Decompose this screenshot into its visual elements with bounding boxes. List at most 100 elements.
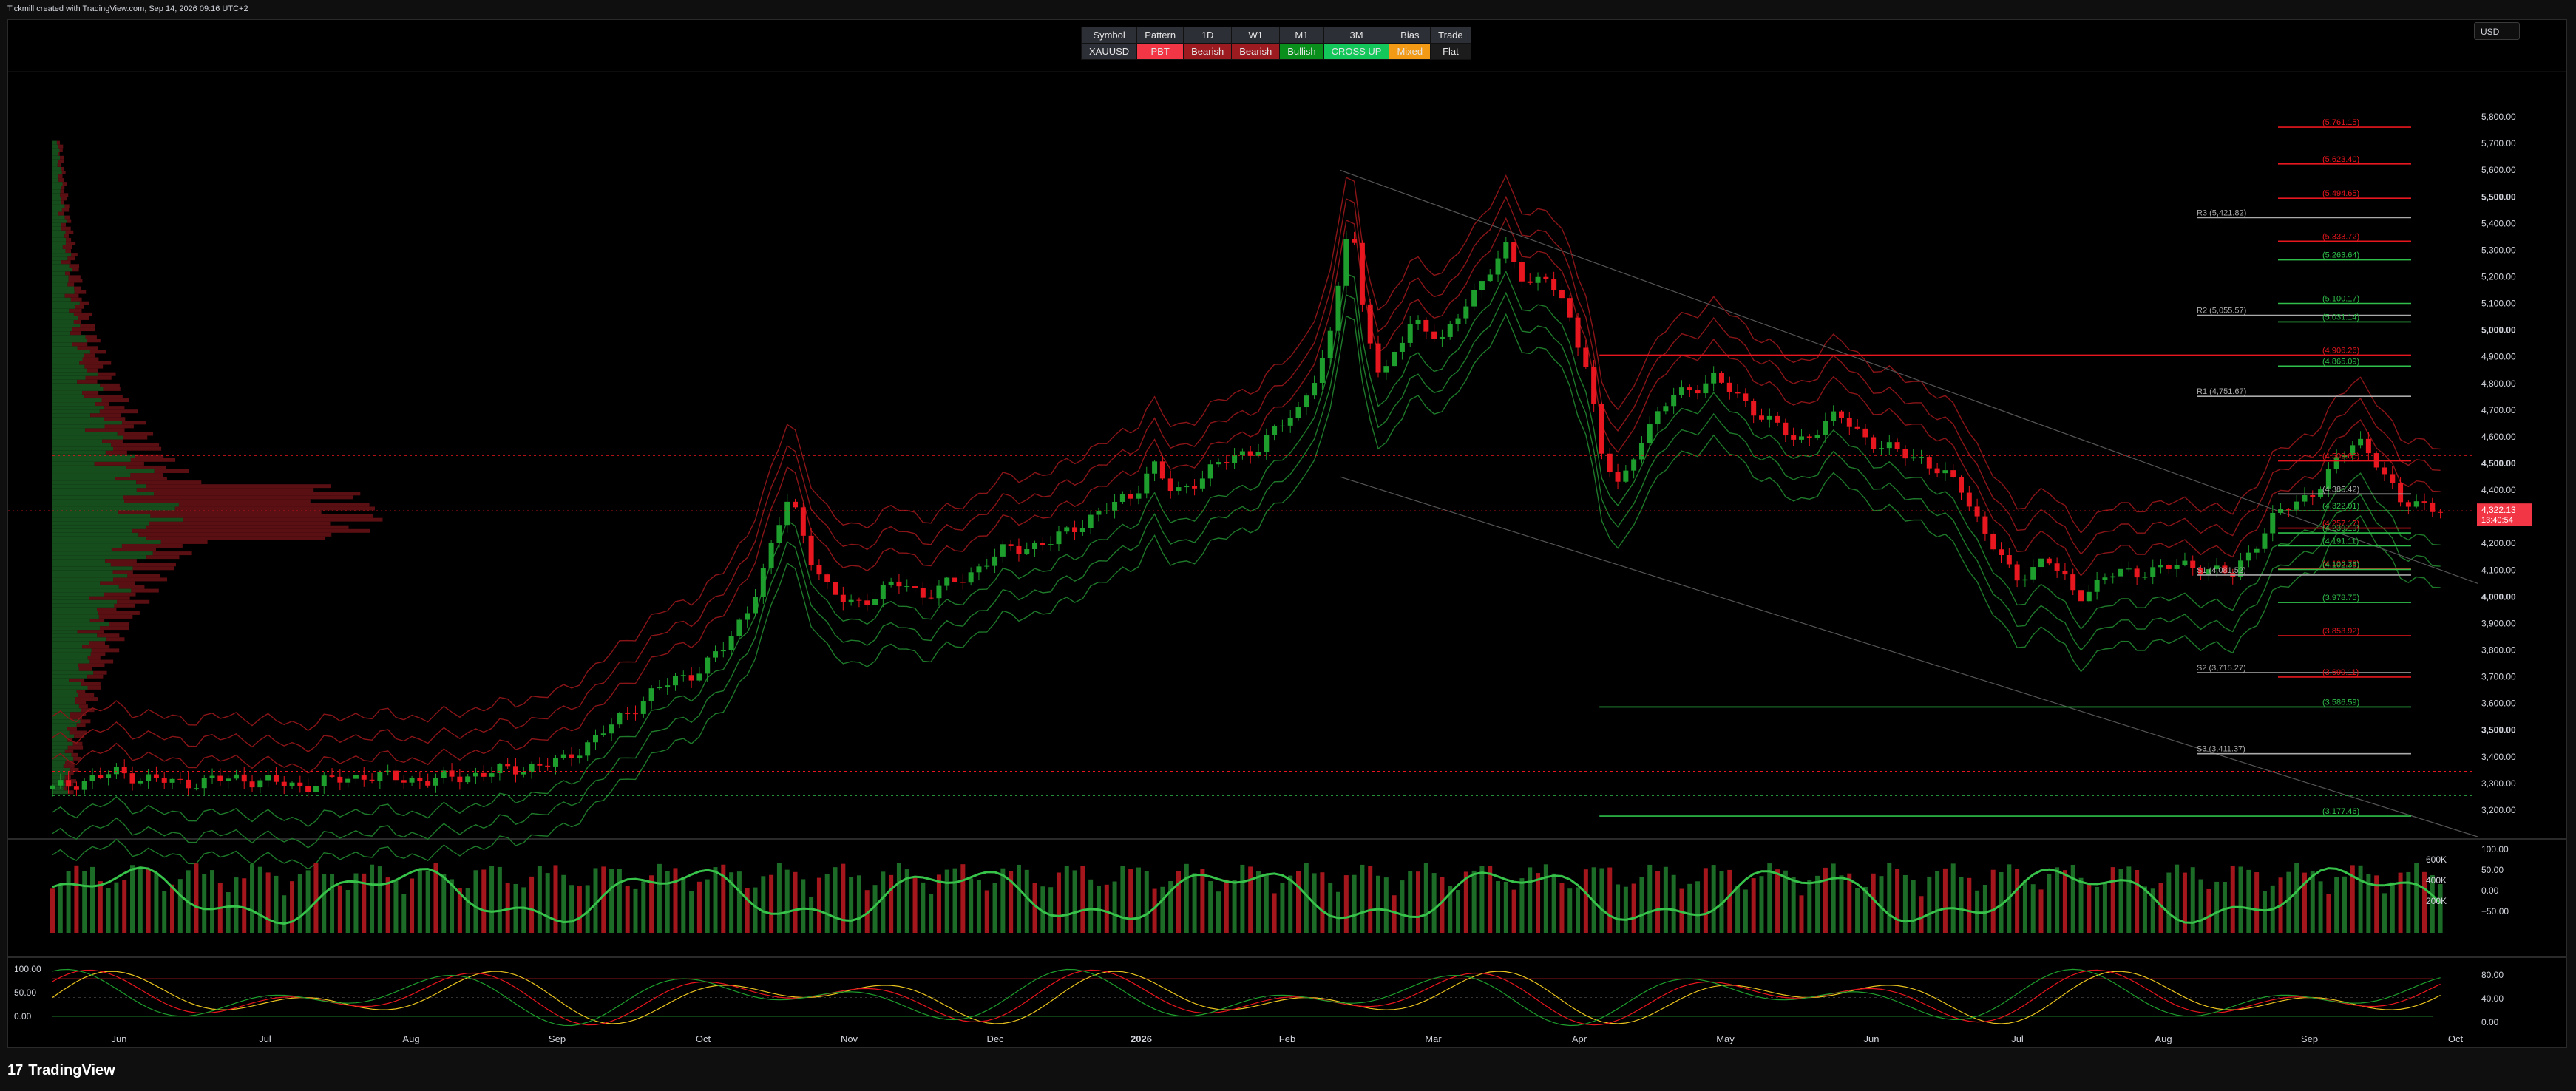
profile-bar-buy [52, 305, 75, 309]
profile-bar-buy [52, 697, 75, 701]
candle-bull [753, 597, 759, 614]
level-label: R3 (5,421.82) [2197, 208, 2246, 217]
candle-bull [1312, 383, 1318, 396]
volume-bar [457, 888, 462, 933]
candle-bear [1974, 506, 1980, 517]
profile-bar-buy [52, 379, 78, 384]
volume-bar [50, 888, 55, 933]
candle-bull [1878, 448, 1884, 449]
bias-value-0: XAUUSD [1080, 43, 1138, 60]
profile-bar-buy [52, 372, 98, 376]
time-tick: Oct [696, 1033, 711, 1044]
currency-selector[interactable]: USD [2474, 22, 2520, 40]
profile-bar-buy [52, 342, 72, 347]
volume-bar [824, 874, 830, 933]
time-axis: Jun Jul Aug Sep Oct Nov Dec 2026 Feb Mar Apr May Jun… [112, 1033, 2464, 1044]
candle-bull [2342, 455, 2348, 458]
candle-bear [1599, 404, 1604, 454]
chart-canvas[interactable]: (5,761.15) (5,623.40) (5,494.65) R3 (5,421.… [8, 20, 2566, 1047]
candle-bear [808, 535, 814, 565]
volume-bar [1855, 888, 1860, 933]
level-label: (4,322.01) [2322, 502, 2359, 511]
profile-bar-buy [52, 335, 86, 339]
volume-bar [1927, 876, 1932, 933]
profile-bar-sell [90, 413, 121, 418]
profile-bar-buy [52, 308, 70, 313]
candle-bear [1902, 449, 1908, 459]
oscillator-tick: 0.00 [2481, 886, 2499, 896]
profile-bar-buy [52, 211, 58, 216]
price-tick: 5,100.00 [2481, 299, 2516, 309]
volume-bar [2342, 876, 2347, 933]
bias-value-4: Bullish [1279, 43, 1324, 60]
candle-bull [2214, 565, 2220, 570]
chart-frame[interactable]: (5,761.15) (5,623.40) (5,494.65) R3 (5,421.… [7, 19, 2567, 1048]
profile-bar-buy [52, 159, 58, 163]
profile-bar-sell [114, 603, 135, 608]
volume-bar [1663, 866, 1668, 933]
profile-bar-sell [110, 563, 176, 567]
candle-bull [1048, 544, 1054, 546]
volume-bar [425, 871, 430, 933]
volume-bar [1352, 874, 1357, 933]
candle-bear [425, 781, 431, 786]
profile-bar-sell [132, 528, 370, 533]
candle-bull [1064, 527, 1070, 532]
profile-bar-buy [52, 152, 58, 156]
time-tick: Feb [1279, 1033, 1295, 1044]
profile-bar-sell [57, 163, 61, 167]
bias-header-3: W1 [1231, 27, 1281, 44]
candles-layer [50, 231, 2444, 798]
candle-bull [2102, 577, 2108, 580]
volume-bar [864, 890, 870, 933]
volume-bar [1376, 875, 1381, 933]
price-tick: 4,800.00 [2481, 378, 2516, 389]
candle-bull [992, 556, 998, 566]
profile-bar-sell [69, 730, 87, 735]
volume-tick: 600K [2426, 854, 2447, 865]
volume-bar [1088, 879, 1094, 933]
time-tick: May [1716, 1033, 1735, 1044]
profile-bar-sell [78, 704, 88, 709]
current-price-text: 4,322.13 [2481, 505, 2516, 515]
candle-bear [1783, 422, 1789, 436]
candle-bull [2333, 457, 2339, 469]
profile-bar-sell [104, 406, 125, 410]
time-tick: Sep [2301, 1033, 2318, 1044]
price-tick: 4,100.00 [2481, 565, 2516, 575]
profile-bar-sell [71, 752, 78, 757]
profile-bar-buy [52, 268, 72, 272]
volume-bar [1176, 871, 1181, 933]
volume-bar [1383, 877, 1389, 933]
candle-bear [856, 599, 862, 601]
volume-bar [2142, 886, 2147, 933]
profile-bar-sell [117, 432, 154, 436]
candle-bull [1655, 411, 1661, 425]
volume-bar [1184, 863, 1189, 933]
level-label: (5,623.40) [2322, 155, 2359, 164]
volume-bar [936, 874, 941, 933]
volume-bar [2175, 864, 2180, 933]
stochastic-tick-left: 50.00 [14, 988, 36, 998]
candle-bull [472, 772, 478, 777]
profile-bar-sell [74, 734, 85, 738]
candle-bull [2182, 560, 2188, 565]
price-tick: 3,600.00 [2481, 699, 2516, 709]
profile-bar-buy [52, 148, 60, 152]
profile-bar-sell [64, 293, 79, 298]
candle-bear [1687, 387, 1692, 390]
volume-bar [1040, 886, 1045, 933]
volume-bar [1879, 876, 1884, 933]
profile-bar-sell [95, 402, 109, 407]
candle-bear [121, 767, 127, 774]
volume-bar [2182, 872, 2187, 933]
candle-bull [1088, 514, 1094, 528]
volume-bar [2350, 865, 2355, 933]
level-label: R1 (4,751.67) [2197, 387, 2246, 396]
volume-bar [1503, 881, 1508, 933]
price-tick: 4,600.00 [2481, 432, 2516, 442]
candle-bull [2302, 494, 2308, 502]
volume-bar [122, 880, 127, 933]
profile-bar-buy [52, 599, 118, 604]
candle-bull [193, 788, 199, 789]
